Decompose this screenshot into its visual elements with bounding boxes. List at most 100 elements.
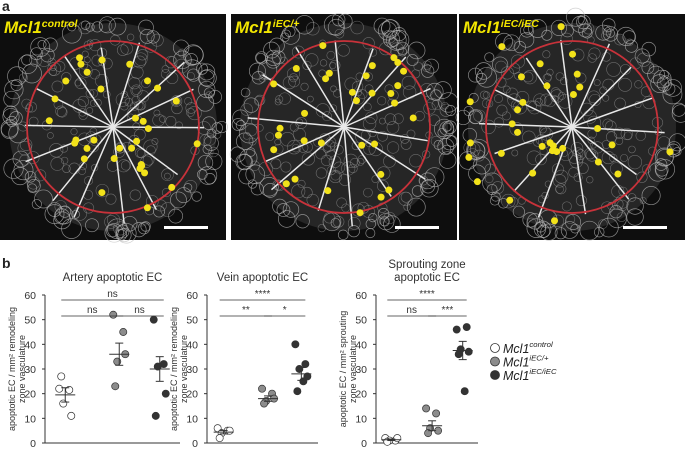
vessel-mesh [616, 212, 627, 223]
vessel [52, 126, 114, 202]
apoptotic-cell [319, 42, 327, 50]
vessel-mesh [115, 92, 130, 107]
panel-letter: a [2, 0, 10, 14]
vessel-mesh [428, 114, 441, 127]
legend-marker [490, 343, 500, 353]
vessel-mesh [473, 109, 486, 123]
scale-bar [623, 226, 667, 229]
vessel-mesh [438, 151, 457, 169]
vessel-mesh [634, 80, 643, 89]
data-point [258, 384, 266, 393]
vessel-mesh [382, 29, 397, 44]
vessel-mesh [512, 100, 528, 115]
vessel [571, 43, 611, 128]
apoptotic-cell [514, 106, 522, 114]
vessel-mesh [541, 29, 553, 41]
genotype: iEC/iEC [501, 18, 539, 30]
vessel-mesh [182, 44, 204, 65]
vessel-mesh [70, 128, 78, 136]
apoptotic-cell [133, 137, 141, 145]
vessel-mesh [534, 97, 543, 106]
vessel-mesh [577, 15, 587, 25]
vessel-mesh [60, 156, 69, 165]
vessel-mesh [215, 120, 228, 134]
vessel-mesh [357, 89, 368, 100]
vessel-mesh [17, 141, 32, 156]
apoptotic-cell [45, 117, 53, 125]
vessel-mesh [419, 172, 436, 190]
data-point [215, 434, 224, 443]
vessel-mesh [337, 13, 353, 29]
y-tick-label: 20 [24, 389, 36, 401]
vessel-mesh [315, 167, 328, 179]
vessel-mesh [614, 97, 626, 110]
vessel-mesh [21, 54, 33, 66]
vessel-mesh [268, 37, 285, 54]
vessel-mesh [24, 171, 37, 183]
vessel-mesh [50, 157, 65, 171]
vessel-mesh [198, 69, 217, 87]
vessel-mesh [396, 41, 410, 55]
vessel-mesh [472, 156, 491, 175]
apoptotic-cell [506, 196, 514, 204]
vessel-mesh [240, 87, 251, 98]
vessel-mesh [297, 179, 306, 188]
data-point [113, 357, 122, 366]
apoptotic-cell [291, 175, 299, 183]
vessel-mesh [373, 17, 391, 35]
vessel-mesh [406, 54, 419, 67]
vessel-mesh [473, 149, 485, 162]
apoptotic-cell [324, 187, 332, 195]
legend-marker [490, 356, 500, 367]
vessel-mesh [51, 80, 64, 93]
apoptotic-cell [292, 64, 300, 72]
vessel-mesh [121, 215, 138, 232]
data-point [424, 429, 433, 438]
significance-label: *** [442, 305, 454, 316]
vessel-mesh [153, 205, 166, 218]
vessel-mesh [430, 135, 442, 147]
apoptotic-cell [536, 60, 544, 68]
vessel-mesh [490, 191, 501, 202]
vessel-mesh [466, 141, 486, 161]
vessel-mesh [641, 164, 651, 174]
vessel-mesh [116, 223, 137, 244]
y-tick-label: 30 [355, 364, 367, 376]
vessel-mesh [307, 95, 314, 103]
vessel [479, 122, 573, 128]
dot-plot: Vein apoptotic EC apoptotic EC / mm² remo… [169, 272, 318, 450]
vessel-mesh [93, 98, 102, 107]
vessel-mesh [420, 83, 434, 97]
apoptotic-cell [72, 136, 80, 144]
vessel-mesh [332, 12, 346, 27]
vessel-mesh [78, 20, 92, 35]
significance-label: ns [87, 305, 98, 316]
apoptotic-cell [131, 114, 139, 122]
vessel-mesh [317, 223, 326, 233]
apoptotic-cell [557, 23, 565, 31]
vessel-mesh [161, 188, 172, 198]
vessel-mesh [275, 95, 284, 104]
vessel-mesh [184, 53, 198, 67]
apoptotic-cell [168, 183, 176, 191]
y-tick-label: 0 [361, 438, 367, 450]
vessel-mesh [116, 44, 129, 57]
vessel-mesh [291, 45, 305, 59]
vessel-mesh [591, 141, 604, 154]
vessel [112, 61, 185, 128]
image-label: Mcl1iEC/iEC [463, 18, 539, 37]
vessel [24, 124, 114, 128]
vessel-mesh [77, 95, 90, 108]
chart-title: Sprouting zone [388, 259, 465, 271]
vessel-mesh [105, 193, 117, 205]
vessel-mesh [486, 184, 498, 195]
vessel-mesh [137, 222, 151, 235]
gene: Mcl1 [4, 18, 42, 37]
apoptotic-cell [368, 62, 376, 70]
apoptotic-cell [90, 136, 98, 144]
vessel-mesh [3, 90, 20, 108]
vessel-mesh [115, 224, 130, 239]
vessel-mesh [377, 130, 388, 142]
vessel-mesh [437, 138, 455, 155]
apoptotic-cell [143, 204, 151, 212]
